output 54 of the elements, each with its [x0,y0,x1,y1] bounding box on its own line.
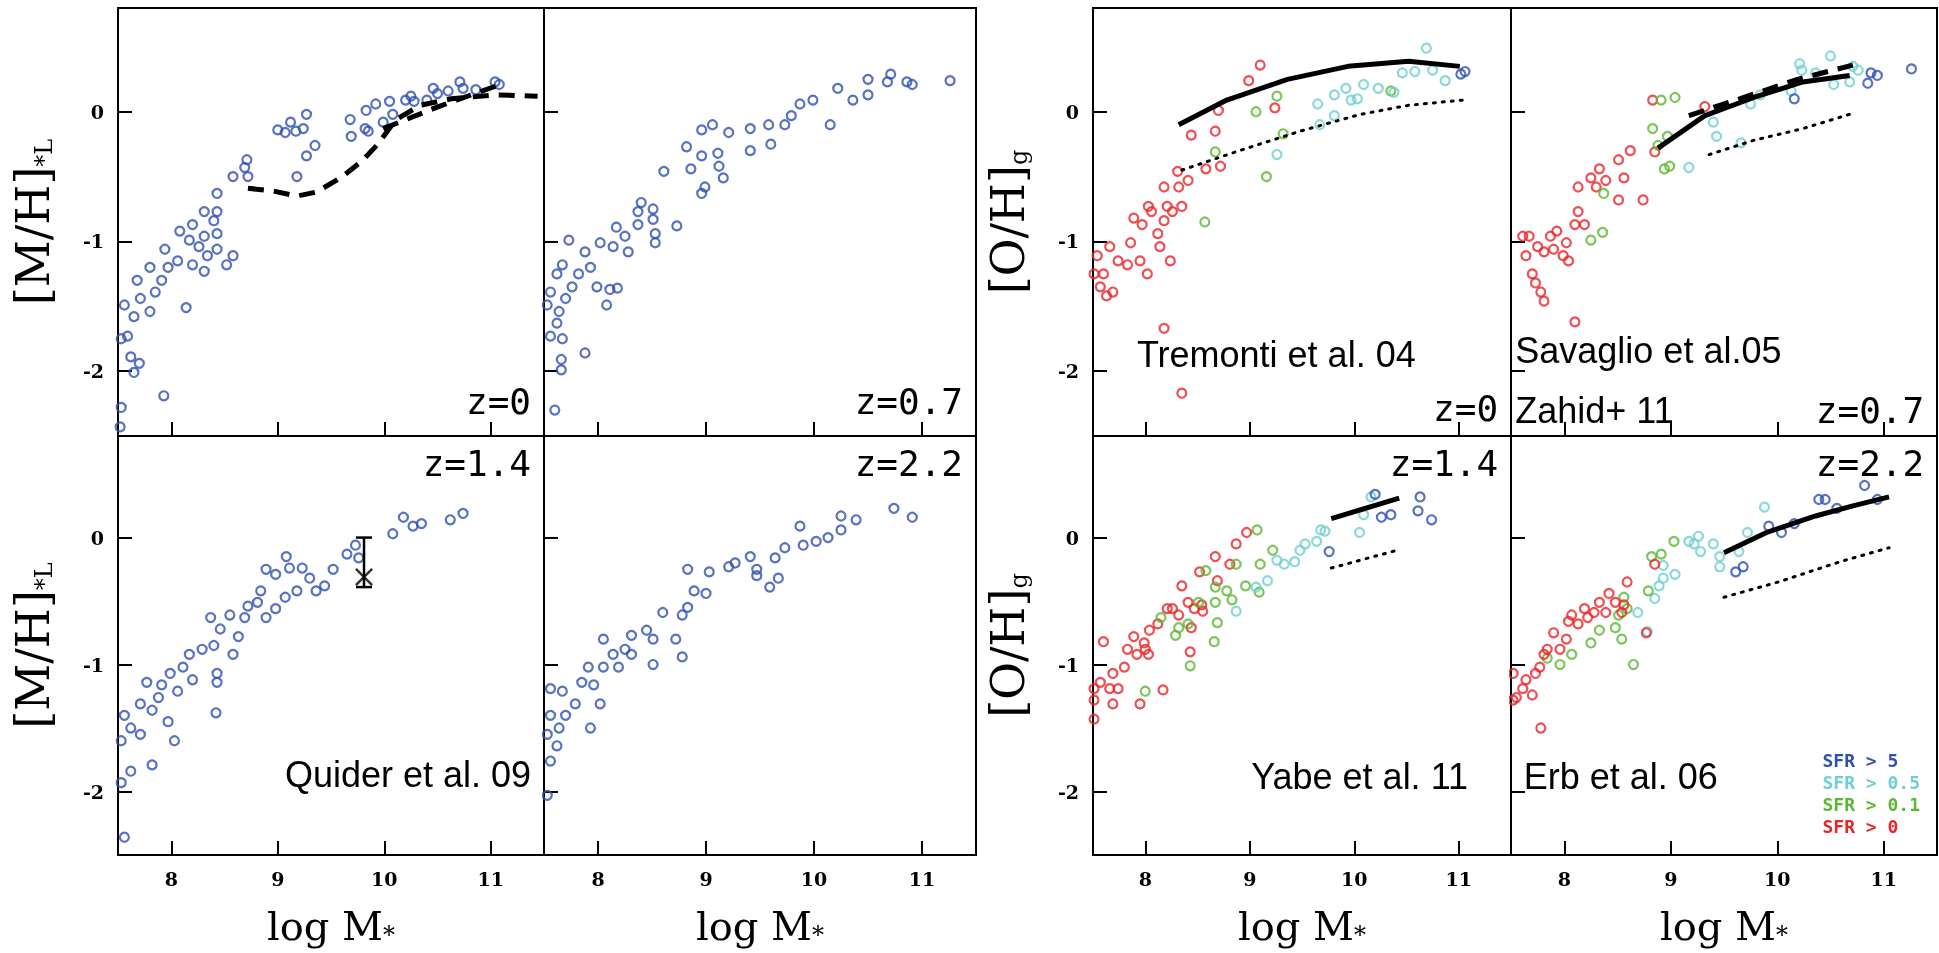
x-tick-label: 8 [1138,867,1152,890]
x-tick-label: 8 [1557,867,1571,890]
x-tick-label: 10 [1341,867,1368,890]
annotation: z=1.4 [422,443,532,485]
x-tick-label: 11 [908,867,936,890]
y-tick-label: 0 [90,100,104,123]
annotation: z=0 [1433,387,1499,429]
x-tick-label: 9 [1664,867,1678,890]
x-axis-title: log M* [1659,903,1789,949]
x-tick-label: 9 [271,867,285,890]
x-tick-label: 11 [1445,867,1472,890]
annotation: z=1.4 [1389,443,1499,485]
annotation: z=2.2 [1815,443,1925,485]
y-axis-title: [O/H]g [981,573,1035,718]
annotation: Yabe et al. 11 [1251,756,1468,798]
y-tick-label: -1 [82,653,104,676]
y-axis-title: [M/H]*L [6,138,60,306]
x-tick-label: 10 [1764,867,1791,890]
x-tick-label: 11 [1870,867,1897,890]
y-tick-label: -2 [82,360,104,383]
x-axis-title: log M* [1237,903,1367,949]
text: SFR > 0.5 [1822,771,1921,793]
x-axis-title: log M* [695,903,825,949]
annotation: Zahid+ 11 [1515,389,1674,431]
x-axis-title: log M* [266,903,396,949]
y-tick-label: 0 [1065,100,1079,123]
text: SFR > 0.1 [1822,793,1921,815]
x-tick-label: 9 [699,867,713,890]
x-tick-label: 8 [164,867,178,890]
annotation: z=0.7 [854,381,964,423]
y-tick-label: -2 [1057,780,1079,803]
annotation: z=2.2 [854,443,964,485]
annotation: Tremonti et al. 04 [1136,334,1416,376]
x-tick-label: 10 [371,867,398,890]
y-tick-label: -2 [1057,360,1079,383]
y-tick-label: -2 [82,780,104,803]
annotation: z=0.7 [1815,389,1925,431]
annotation: Erb et al. 06 [1523,756,1718,798]
x-tick-label: 11 [477,867,504,890]
x-tick-label: 9 [1243,867,1257,890]
y-axis-title: [O/H]g [981,149,1035,295]
text: SFR > 5 [1822,749,1899,771]
y-axis-title: [M/H]*L [6,562,60,729]
x-tick-label: 8 [591,867,605,890]
annotation: Savaglio et al.05 [1515,329,1782,371]
text: SFR > 0 [1822,815,1899,837]
y-tick-label: -1 [82,230,104,253]
y-tick-label: -1 [1057,230,1079,253]
annotation: z=0 [466,381,532,423]
y-tick-label: 0 [90,526,104,549]
y-tick-label: -1 [1057,653,1079,676]
y-tick-label: 0 [1065,526,1079,549]
annotation: Quider et al. 09 [284,754,532,796]
x-tick-label: 10 [800,867,828,890]
